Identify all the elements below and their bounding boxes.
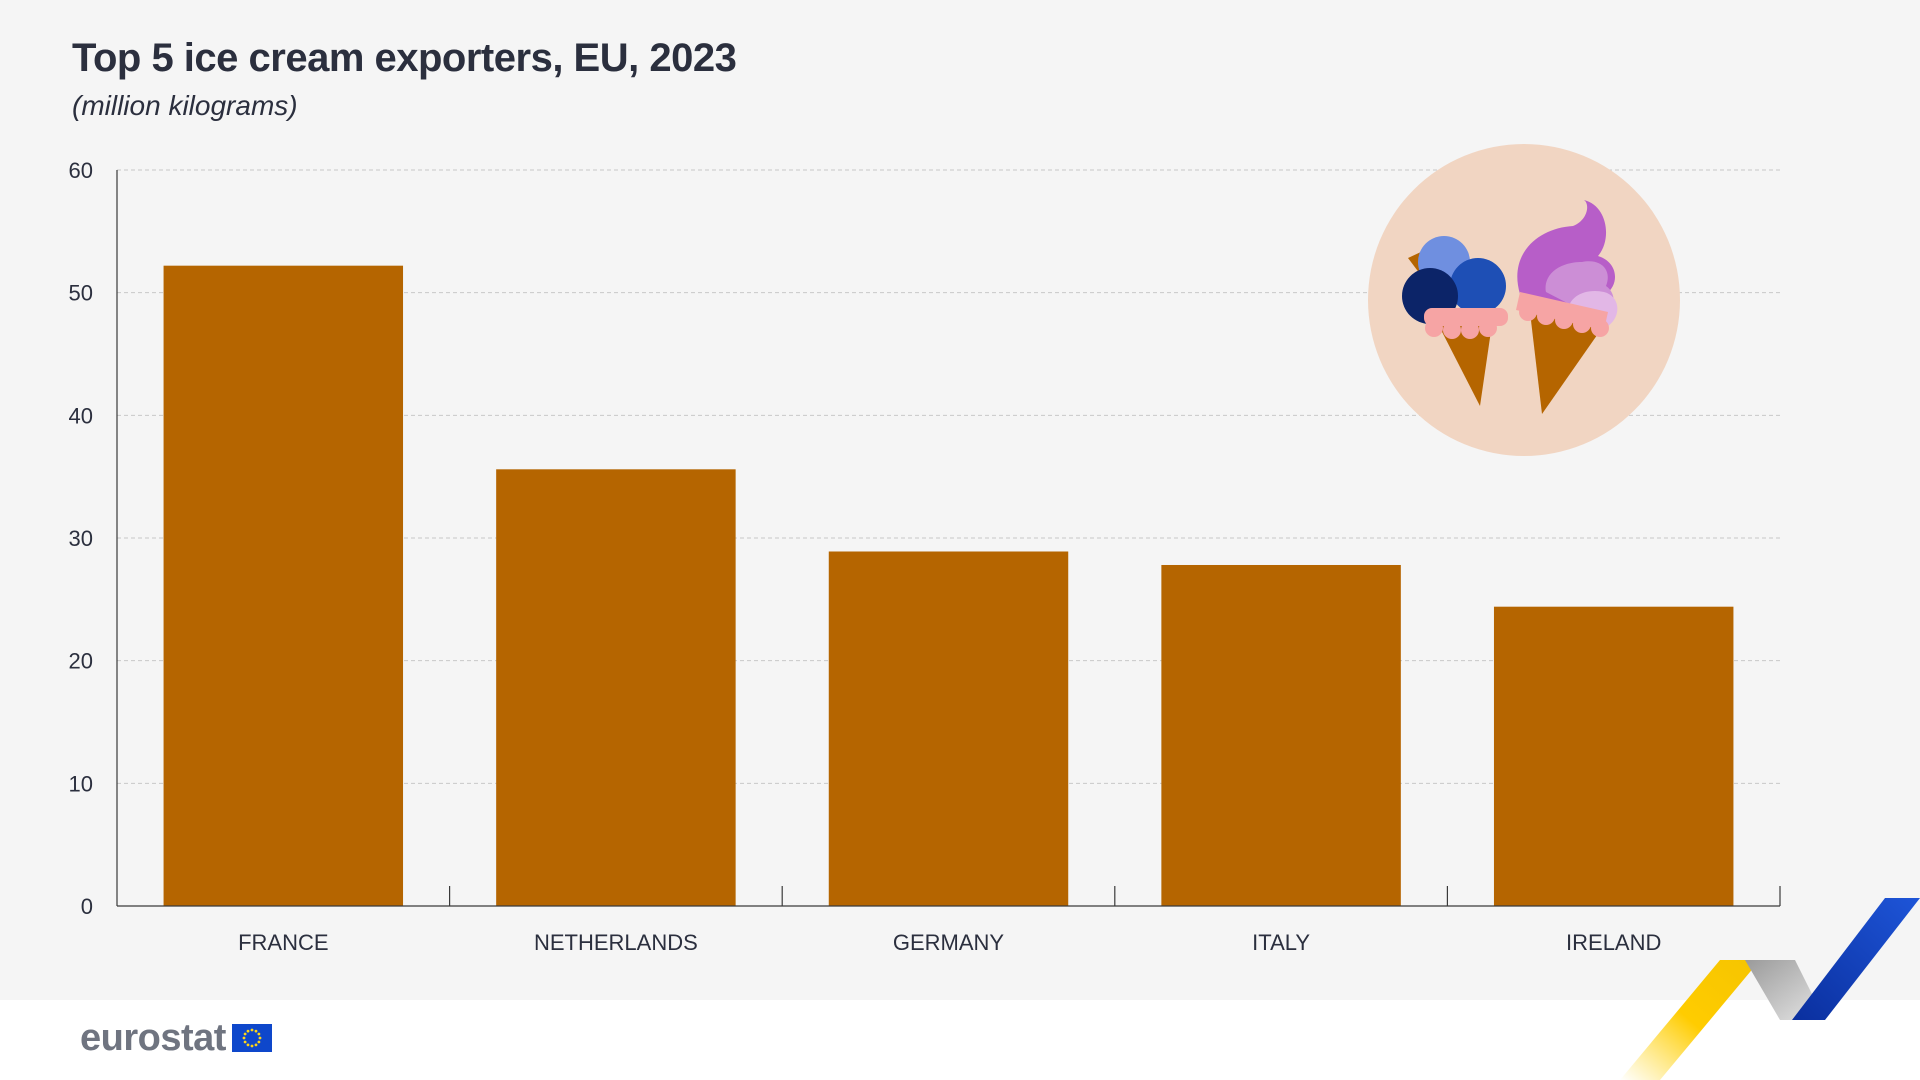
x-tick-label: NETHERLANDS <box>534 930 698 955</box>
bar-netherlands[interactable] <box>496 469 736 906</box>
eu-flag-icon <box>231 1024 272 1052</box>
x-tick-label: FRANCE <box>238 930 328 955</box>
decorative-ribbons <box>1620 898 1920 1080</box>
tick-labels: 0 10 20 30 40 50 60 FRANCE NETHERLANDS GERMANY ITA… <box>69 158 1662 955</box>
eurostat-logo[interactable]: eurostat <box>80 1016 272 1060</box>
bar-ireland[interactable] <box>1493 606 1734 906</box>
y-tick-label: 60 <box>69 158 93 183</box>
x-tick-label: IRELAND <box>1566 930 1661 955</box>
chart-title: Top 5 ice cream exporters, EU, 2023 <box>72 36 737 80</box>
bar-germany[interactable] <box>828 551 1069 906</box>
bar-chart: 0 10 20 30 40 50 60 FRANCE NETHERLANDS GERMANY ITA… <box>69 158 1781 955</box>
x-tick-label: GERMANY <box>893 930 1005 955</box>
y-tick-label: 0 <box>81 894 93 919</box>
y-tick-label: 30 <box>69 526 93 551</box>
bars <box>163 265 1734 906</box>
x-tick-label: ITALY <box>1252 930 1310 955</box>
y-tick-label: 20 <box>69 649 93 674</box>
axes <box>116 170 1781 907</box>
y-tick-label: 40 <box>69 403 93 428</box>
y-tick-label: 10 <box>69 771 93 796</box>
ice-cream-cones-icon <box>1368 144 1680 456</box>
chart-subtitle: (million kilograms) <box>72 90 298 121</box>
bar-italy[interactable] <box>1161 564 1401 906</box>
y-tick-label: 50 <box>69 281 93 306</box>
bar-france[interactable] <box>163 265 404 906</box>
logo-text: eurostat <box>80 1016 226 1059</box>
